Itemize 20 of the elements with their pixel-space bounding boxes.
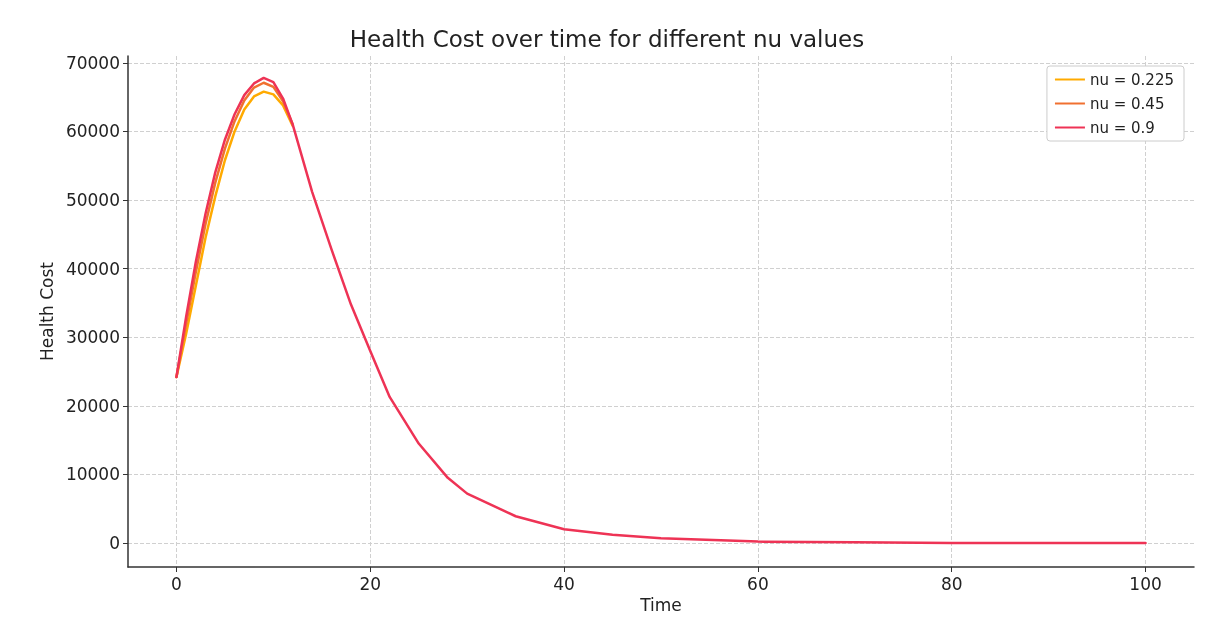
y-tick-label: 40000 (65, 258, 120, 279)
y-tick-label: 0 (109, 532, 120, 553)
legend-label: nu = 0.225 (1089, 70, 1174, 89)
legend-label: nu = 0.9 (1089, 118, 1155, 137)
y-tick-label: 60000 (65, 121, 120, 142)
x-tick-label: 60 (747, 573, 769, 594)
x-axis-title: Time (639, 595, 682, 616)
y-tick-label: 20000 (65, 395, 120, 416)
x-tick-label: 100 (1129, 573, 1162, 594)
y-tick-label: 10000 (65, 464, 120, 485)
x-tick-label: 20 (359, 573, 382, 594)
y-tick-label: 70000 (65, 52, 120, 73)
y-axis-title: Health Cost (36, 261, 57, 362)
legend-label: nu = 0.45 (1089, 94, 1165, 113)
x-tick-label: 80 (940, 573, 963, 594)
y-tick-label: 50000 (65, 190, 120, 211)
x-tick-label: 0 (171, 573, 182, 594)
y-tick-label: 30000 (65, 327, 120, 348)
chart-title: Health Cost over time for different nu values (349, 25, 865, 52)
x-tick-label: 40 (553, 573, 575, 594)
